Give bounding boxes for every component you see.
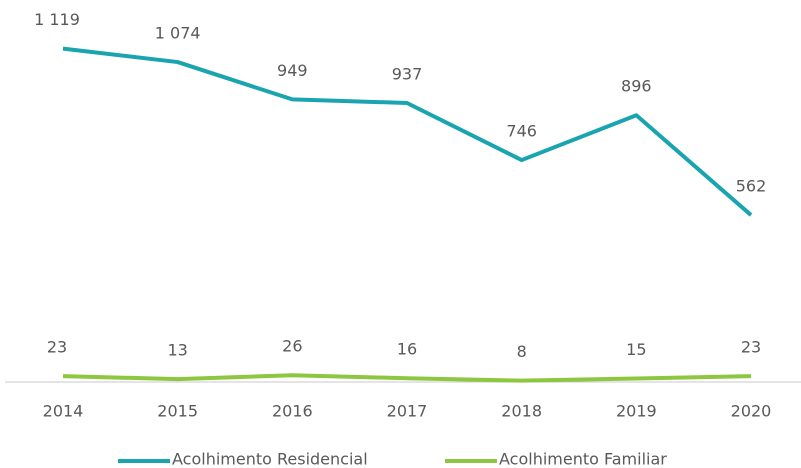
series-line [62, 373, 752, 383]
data-label: 746 [506, 122, 537, 141]
data-label: 8 [517, 342, 527, 361]
data-label: 13 [167, 341, 187, 360]
data-label: 937 [392, 64, 423, 83]
x-tick-label: 2014 [43, 402, 84, 421]
data-label: 23 [741, 338, 761, 357]
x-tick-label: 2015 [157, 402, 198, 421]
legend-label: Acolhimento Familiar [499, 450, 667, 468]
x-tick-label: 2017 [387, 402, 428, 421]
x-tick-label: 2019 [616, 402, 657, 421]
data-label: 562 [736, 177, 767, 196]
data-label: 15 [626, 340, 646, 359]
data-label: 26 [282, 337, 302, 356]
data-label: 16 [397, 340, 417, 359]
data-label: 949 [277, 61, 308, 80]
data-label: 1 119 [34, 10, 80, 29]
data-label: 896 [621, 77, 652, 96]
x-tick-label: 2018 [501, 402, 542, 421]
x-tick-label: 2020 [731, 402, 772, 421]
x-tick-label: 2016 [272, 402, 313, 421]
legend-label: Acolhimento Residencial [172, 450, 368, 468]
data-label: 1 074 [155, 24, 201, 43]
series-line [62, 46, 753, 217]
data-label: 23 [47, 338, 67, 357]
